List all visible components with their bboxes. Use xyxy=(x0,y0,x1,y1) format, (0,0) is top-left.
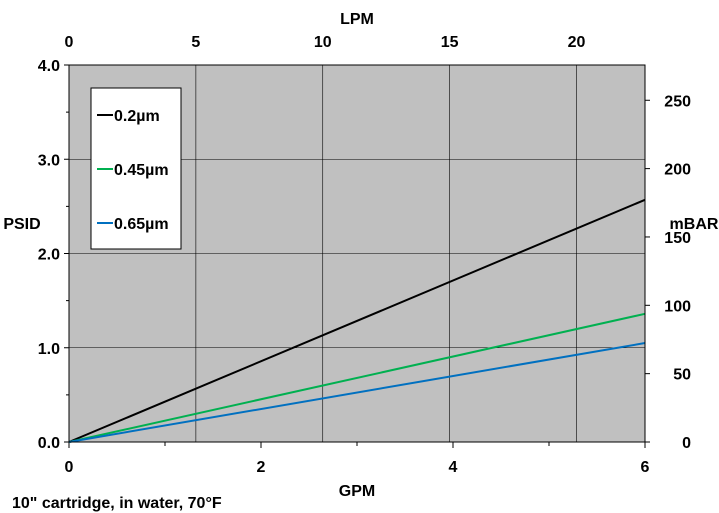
y-tick-label: 2.0 xyxy=(38,247,60,264)
legend-label: 0.45µm xyxy=(114,162,169,179)
x-tick-label: 4 xyxy=(449,459,458,476)
y-tick-label: 4.0 xyxy=(38,58,60,75)
y2-tick-label: 150 xyxy=(664,230,691,247)
legend-label: 0.65µm xyxy=(114,216,169,233)
y-tick-label: 0.0 xyxy=(38,435,60,452)
series-line-1 xyxy=(68,312,646,443)
x2-tick-label: 0 xyxy=(65,34,74,51)
plot-border xyxy=(68,64,646,443)
series-lines xyxy=(68,198,646,443)
x-tick-label: 2 xyxy=(257,459,266,476)
legend: 0.2µm 0.45µm 0.65µm xyxy=(90,87,182,250)
series-line-2 xyxy=(68,342,646,443)
chart-caption: 10" cartridge, in water, 70°F xyxy=(12,495,222,512)
y-axis-title: PSID xyxy=(3,216,40,233)
y2-tick-label: 0 xyxy=(682,435,691,452)
y2-tick-label: 250 xyxy=(664,93,691,110)
x-axis-title: GPM xyxy=(339,483,375,500)
x2-tick-label: 20 xyxy=(568,34,586,51)
series-line-0 xyxy=(68,198,646,443)
tick-marks xyxy=(64,64,650,448)
tick-labels: 0.01.02.03.04.00 5 10 15 200 2 4 60501001502002… xyxy=(38,34,691,476)
y-tick-label: 1.0 xyxy=(38,341,60,358)
y2-tick-label: 200 xyxy=(664,162,691,179)
y2-axis-title: mBAR xyxy=(670,216,719,233)
y-tick-label: 3.0 xyxy=(38,152,60,169)
x2-tick-label: 5 xyxy=(191,34,200,51)
x-tick-label: 6 xyxy=(641,459,650,476)
y2-tick-label: 100 xyxy=(664,298,691,315)
x2-tick-label: 15 xyxy=(441,34,459,51)
y2-tick-label: 50 xyxy=(673,367,691,384)
x2-axis-title: LPM xyxy=(340,11,374,28)
x-tick-label: 0 xyxy=(65,459,74,476)
legend-label: 0.2µm xyxy=(114,108,160,125)
x2-tick-label: 10 xyxy=(314,34,332,51)
